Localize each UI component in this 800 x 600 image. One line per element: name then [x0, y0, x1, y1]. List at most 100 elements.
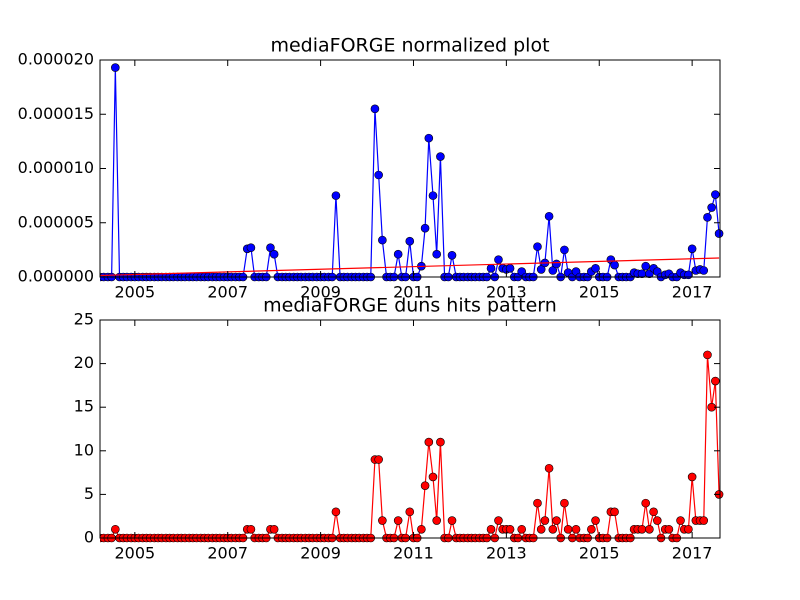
data-point	[331, 191, 341, 200]
data-point	[664, 524, 674, 534]
data-point	[494, 255, 503, 264]
data-point	[687, 472, 697, 482]
data-point	[591, 264, 600, 273]
data-point	[591, 516, 600, 525]
data-point	[587, 524, 596, 534]
data-point	[703, 350, 712, 360]
data-point	[548, 524, 558, 534]
y-tick-label: 5	[84, 484, 94, 503]
y-tick-label: 0.000020	[18, 50, 94, 69]
y-tick-label: 20	[74, 353, 94, 372]
data-point	[486, 264, 496, 273]
data-point	[517, 524, 526, 534]
data-point	[707, 203, 716, 212]
x-tick-label: 2005	[114, 283, 155, 302]
x-tick-label: 2017	[672, 544, 713, 563]
data-point	[544, 211, 554, 221]
data-point	[378, 516, 387, 525]
data-point	[393, 516, 403, 525]
data-point	[641, 261, 650, 271]
x-tick-label: 2009	[300, 544, 341, 563]
data-point	[560, 245, 569, 255]
data-point	[417, 524, 426, 534]
data-point	[563, 524, 573, 534]
data-point	[649, 507, 658, 517]
data-point	[536, 265, 546, 274]
y-tick-label: 15	[74, 397, 94, 416]
x-tick-label: 2013	[486, 544, 527, 563]
data-point	[505, 524, 515, 534]
data-point	[610, 507, 619, 517]
data-point	[378, 235, 387, 245]
data-point	[405, 507, 415, 517]
data-point	[447, 251, 457, 260]
data-point	[420, 481, 430, 490]
data-point	[432, 516, 442, 525]
x-tick-label: 2007	[207, 283, 248, 302]
y-tick-label: 0.000015	[18, 104, 94, 123]
data-point	[505, 264, 515, 273]
data-point	[370, 104, 380, 114]
data-point	[494, 516, 503, 525]
data-point	[436, 152, 445, 161]
trend-line	[99, 257, 720, 277]
x-tick-label: 2013	[486, 283, 527, 302]
data-point	[540, 516, 550, 525]
data-point	[637, 524, 647, 534]
data-point	[424, 133, 434, 143]
x-tick-label: 2015	[579, 544, 620, 563]
data-point	[374, 170, 383, 180]
data-point	[645, 524, 654, 534]
data-point	[246, 243, 256, 253]
data-point	[428, 472, 438, 482]
x-tick-label: 2011	[393, 544, 434, 563]
data-point	[393, 249, 403, 259]
x-tick-label: 2011	[393, 283, 434, 302]
data-point	[111, 524, 120, 534]
data-point	[536, 524, 546, 534]
data-point	[711, 376, 720, 386]
data-point	[266, 243, 275, 253]
data-point	[610, 260, 619, 270]
data-point	[714, 229, 724, 238]
data-point	[432, 249, 442, 259]
x-tick-label: 2015	[579, 283, 620, 302]
data-point	[331, 507, 341, 517]
data-point	[711, 190, 720, 199]
data-point	[687, 244, 697, 254]
plot-frame	[99, 319, 721, 539]
y-tick-label: 10	[74, 440, 94, 459]
data-point	[436, 437, 445, 447]
x-tick-label: 2017	[672, 283, 713, 302]
data-point	[374, 455, 383, 464]
data-point	[684, 270, 693, 280]
data-point	[684, 524, 693, 534]
data-point	[405, 236, 415, 246]
data-point	[486, 524, 496, 534]
x-tick-label: 2009	[300, 283, 341, 302]
data-point	[269, 524, 279, 534]
chart-title: mediaFORGE normalized plot	[270, 35, 549, 57]
data-point	[544, 463, 554, 473]
y-tick-label: 0.000010	[18, 158, 94, 177]
y-tick-label: 0	[84, 528, 94, 547]
data-point	[641, 498, 650, 508]
x-tick-label: 2007	[207, 544, 248, 563]
data-point	[699, 266, 709, 275]
data-point	[703, 213, 712, 222]
data-point	[571, 524, 581, 534]
data-point	[269, 249, 279, 259]
y-tick-label: 25	[74, 310, 94, 329]
data-point	[552, 516, 561, 525]
data-point	[560, 498, 569, 508]
chart-title: mediaFORGE duns hits pattern	[263, 295, 557, 317]
data-point	[424, 437, 434, 447]
data-point	[447, 516, 457, 525]
data-point	[653, 516, 662, 525]
data-point	[552, 259, 561, 269]
data-point	[246, 524, 256, 534]
data-point	[420, 223, 430, 233]
data-point	[428, 191, 438, 200]
